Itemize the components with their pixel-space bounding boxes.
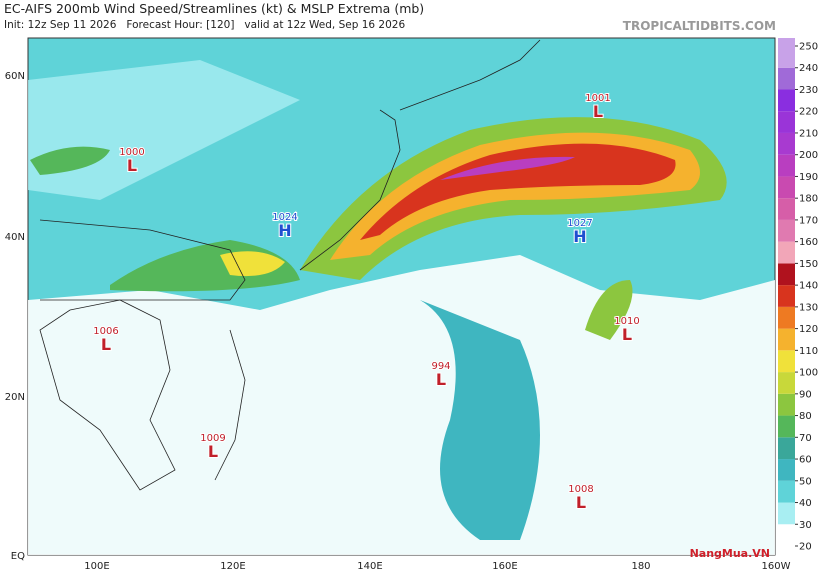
pressure-value: 1024 bbox=[272, 212, 297, 223]
colorbar-label: 220 bbox=[799, 107, 818, 118]
colorbar-segment bbox=[778, 89, 795, 112]
colorbar-segment bbox=[778, 480, 795, 503]
jet-east-blob bbox=[585, 280, 633, 340]
pressure-value: 1008 bbox=[568, 484, 593, 495]
colorbar-segment bbox=[778, 459, 795, 481]
pressure-letter: L bbox=[127, 156, 137, 175]
colorbar-segment bbox=[778, 111, 795, 133]
map bbox=[27, 37, 776, 556]
lon-label: 160W bbox=[762, 561, 791, 572]
colorbar-label: 90 bbox=[799, 389, 812, 400]
trough-band bbox=[420, 300, 540, 540]
colorbar-label: 40 bbox=[799, 498, 812, 509]
colorbar-label: 240 bbox=[799, 63, 818, 74]
pressure-letter: L bbox=[208, 442, 218, 461]
colorbar-segment bbox=[778, 132, 795, 155]
pressure-letter: L bbox=[622, 325, 632, 344]
pressure-value: 1006 bbox=[93, 326, 118, 337]
coastline-indochina bbox=[39, 299, 176, 491]
colorbar-segment bbox=[778, 372, 795, 394]
subtitle: Init: 12z Sep 11 2026 Forecast Hour: [12… bbox=[4, 19, 405, 31]
pressure-letter: L bbox=[436, 370, 446, 389]
colorbar-label: 210 bbox=[799, 128, 818, 139]
colorbar-label: 200 bbox=[799, 150, 818, 161]
jet-band-inner bbox=[360, 143, 676, 240]
title: EC-AIFS 200mb Wind Speed/Streamlines (kt… bbox=[4, 1, 424, 16]
lat-label: EQ bbox=[11, 551, 25, 562]
colorbar-segment bbox=[778, 219, 795, 242]
colorbar-label: 100 bbox=[799, 368, 818, 379]
pressure-letter: L bbox=[101, 335, 111, 354]
coastline-kamchatka bbox=[399, 39, 541, 111]
colorbar-label: 120 bbox=[799, 324, 818, 335]
colorbar-segment bbox=[778, 415, 795, 438]
weak-region bbox=[28, 60, 300, 200]
colorbar-label: 130 bbox=[799, 302, 818, 313]
lat-label: 60N bbox=[5, 71, 25, 82]
colorbar-segment bbox=[778, 154, 795, 177]
colorbar-label: 250 bbox=[799, 42, 818, 53]
colorbar-segment bbox=[778, 502, 795, 525]
pressure-value: 1010 bbox=[614, 316, 639, 327]
lon-label: 180 bbox=[631, 561, 650, 572]
coastline-japan bbox=[299, 109, 401, 271]
colorbar-segment bbox=[778, 437, 795, 460]
colorbar-label: 110 bbox=[799, 346, 818, 357]
colorbar-label: 160 bbox=[799, 237, 818, 248]
pressure-value: 1001 bbox=[585, 93, 610, 104]
colorbar-label: 230 bbox=[799, 85, 818, 96]
lon-label: 100E bbox=[84, 561, 109, 572]
colorbar-segment bbox=[778, 263, 795, 286]
colorbar-label: 180 bbox=[799, 194, 818, 205]
pressure-value: 994 bbox=[431, 361, 450, 372]
colorbar-segment bbox=[778, 176, 795, 199]
colorbar-segment bbox=[778, 241, 795, 264]
colorbar-segment bbox=[778, 198, 795, 220]
colorbar-label: 80 bbox=[799, 411, 812, 422]
colorbar-label: 170 bbox=[799, 215, 818, 226]
pressure-value: 1027 bbox=[567, 218, 592, 229]
pressure-letter: H bbox=[278, 221, 291, 240]
lat-label: 20N bbox=[5, 392, 25, 403]
jet-northwest bbox=[30, 146, 110, 175]
colorbar-label: 70 bbox=[799, 433, 812, 444]
lon-label: 120E bbox=[220, 561, 245, 572]
colorbar-segment bbox=[778, 306, 795, 329]
lon-label: 140E bbox=[357, 561, 382, 572]
pressure-letter: H bbox=[573, 227, 586, 246]
pressure-letter: L bbox=[576, 493, 586, 512]
coastline-china bbox=[39, 219, 246, 301]
pressure-value: 1009 bbox=[200, 433, 225, 444]
lat-label: 40N bbox=[5, 232, 25, 243]
colorbar-label: 60 bbox=[799, 455, 812, 466]
colorbar-segment bbox=[778, 46, 795, 68]
colorbar-segment bbox=[778, 285, 795, 307]
colorbar-top bbox=[778, 38, 795, 46]
colorbar-segment bbox=[778, 350, 795, 373]
coastline-philippines bbox=[214, 329, 246, 481]
colorbar-segment bbox=[778, 393, 795, 416]
colorbar-label: 140 bbox=[799, 281, 818, 292]
jet-west-core bbox=[220, 251, 285, 277]
pressure-letter: L bbox=[593, 102, 603, 121]
colorbar-label: 30 bbox=[799, 520, 812, 531]
site-name: TROPICALTIDBITS.COM bbox=[623, 19, 776, 33]
jet-core bbox=[440, 156, 575, 180]
pressure-value: 1000 bbox=[119, 147, 144, 158]
colorbar-label: 150 bbox=[799, 259, 818, 270]
watermark: NangMua.VN bbox=[690, 547, 770, 560]
colorbar-segment bbox=[778, 524, 795, 546]
colorbar-label: 50 bbox=[799, 476, 812, 487]
colorbar-label: 190 bbox=[799, 172, 818, 183]
colorbar-segment bbox=[778, 67, 795, 90]
colorbar-segment bbox=[778, 328, 795, 351]
colorbar-label: 20 bbox=[799, 542, 812, 553]
lon-label: 160E bbox=[492, 561, 517, 572]
